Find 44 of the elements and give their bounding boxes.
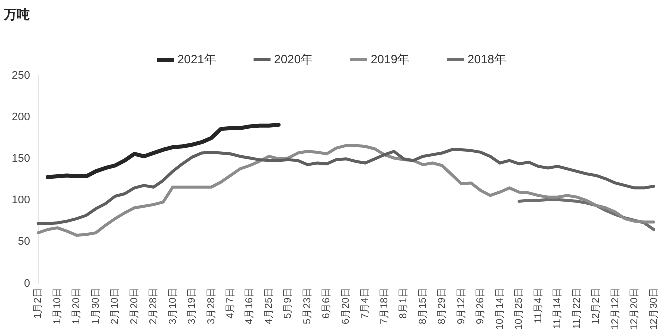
y-axis-title: 万吨 xyxy=(4,7,30,24)
x-tick-label: 12月12日 xyxy=(610,288,622,330)
x-tick-label: 11月4日 xyxy=(533,288,544,324)
x-tick-label: 12月30日 xyxy=(648,288,660,330)
x-tick-label: 2月20日 xyxy=(129,288,140,324)
legend-label: 2018年 xyxy=(468,52,506,66)
x-tick-label: 7月18日 xyxy=(379,288,390,324)
x-tick-label: 12月2日 xyxy=(591,288,602,324)
legend-label: 2019年 xyxy=(371,52,410,66)
x-tick-label: 9月26日 xyxy=(476,288,487,324)
x-tick-label: 7月4日 xyxy=(360,288,372,319)
x-tick-label: 12月20日 xyxy=(630,288,641,330)
y-tick-label: 100 xyxy=(12,194,30,207)
x-tick-label: 8月1日 xyxy=(398,288,410,319)
y-tick-label: 50 xyxy=(18,236,30,248)
x-tick-label: 10月14日 xyxy=(494,288,506,330)
x-tick-label: 4月25日 xyxy=(264,288,275,324)
x-tick-label: 8月15日 xyxy=(418,288,429,324)
x-tick-label: 5月9日 xyxy=(283,288,294,319)
x-tick-label: 9月12日 xyxy=(456,288,468,324)
legend-label: 2020年 xyxy=(274,52,314,66)
x-tick-label: 1月30日 xyxy=(90,288,102,324)
y-tick-label: 250 xyxy=(12,70,30,82)
y-tick-label: 0 xyxy=(24,278,30,290)
x-tick-label: 1月20日 xyxy=(72,288,83,324)
y-tick-label: 150 xyxy=(12,153,30,166)
x-tick-label: 11月22日 xyxy=(572,288,583,330)
x-tick-label: 6月6日 xyxy=(322,288,333,319)
x-tick-label: 3月10日 xyxy=(168,288,179,324)
x-tick-label: 2月28日 xyxy=(148,288,160,324)
x-tick-label: 8月29日 xyxy=(437,288,448,324)
x-tick-label: 11月14日 xyxy=(552,288,564,330)
x-tick-label: 4月7日 xyxy=(225,288,236,319)
x-tick-label: 5月23日 xyxy=(302,288,314,324)
x-tick-label: 3月19日 xyxy=(187,288,198,324)
x-tick-label: 3月28日 xyxy=(206,288,218,324)
legend-label: 2021年 xyxy=(178,52,216,66)
x-tick-label: 4月16日 xyxy=(244,288,256,324)
y-tick-label: 200 xyxy=(12,112,30,124)
x-tick-label: 6月20日 xyxy=(340,288,352,324)
x-tick-label: 2月10日 xyxy=(110,288,122,324)
x-tick-label: 10月25日 xyxy=(514,288,526,330)
x-tick-label: 1月2日 xyxy=(33,288,44,319)
x-tick-label: 1月10日 xyxy=(52,288,64,324)
